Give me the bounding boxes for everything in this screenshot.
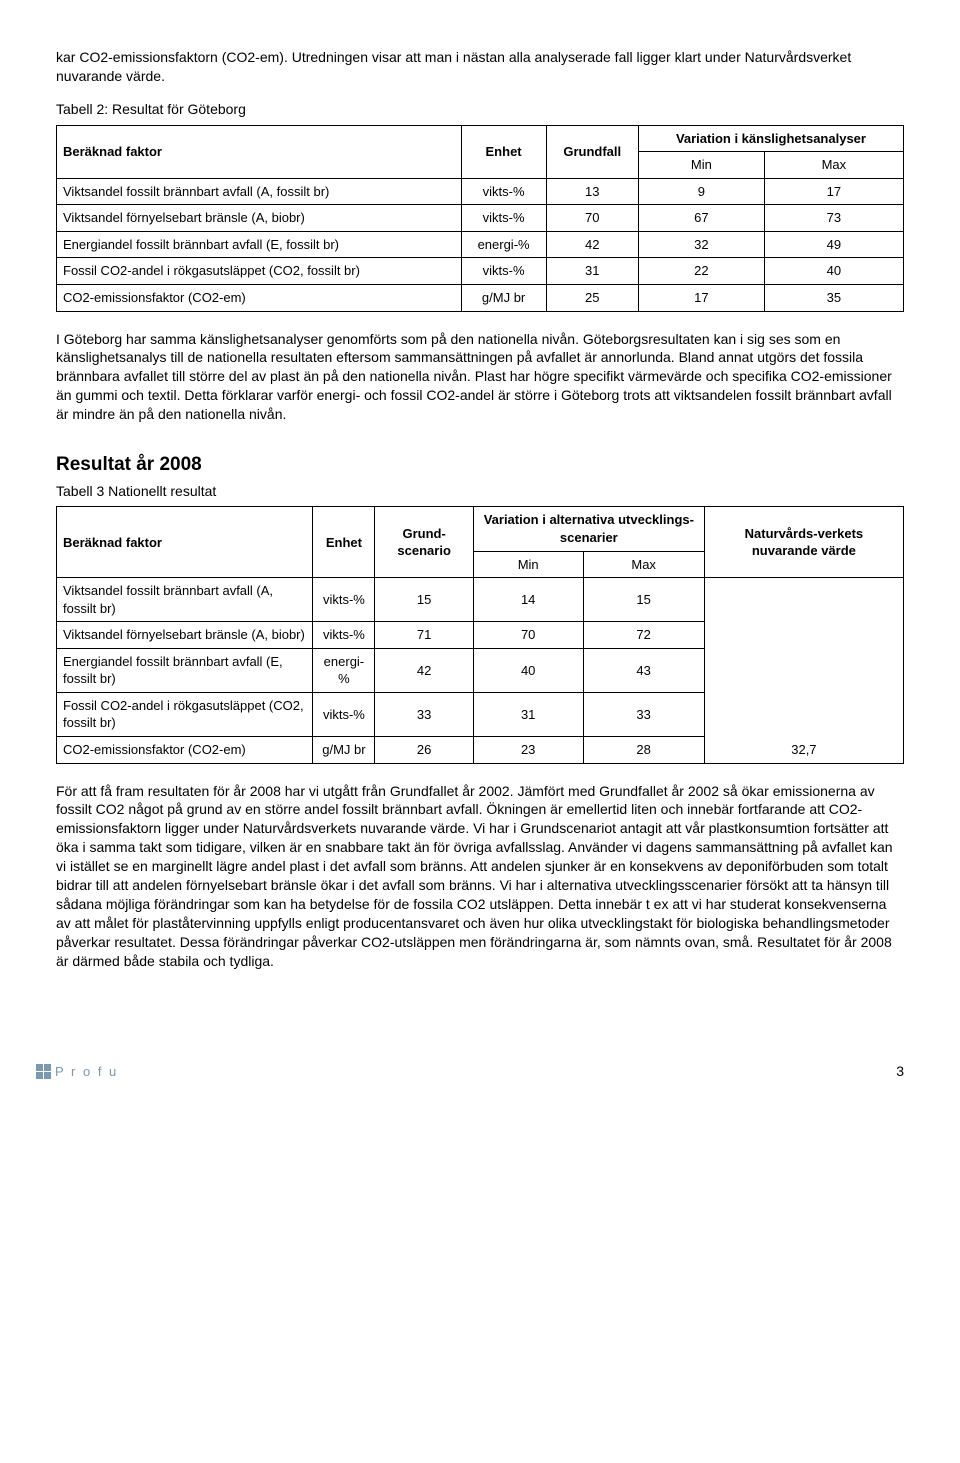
t3-r1-min: 70 bbox=[473, 622, 583, 649]
t3-r4-unit: g/MJ br bbox=[313, 736, 375, 763]
t3-h-base: Grund-scenario bbox=[375, 507, 473, 578]
table-row: Viktsandel fossilt brännbart avfall (A, … bbox=[57, 578, 904, 622]
t2-r2-max: 49 bbox=[764, 231, 903, 258]
t2-r4-label: CO2-emissionsfaktor (CO2-em) bbox=[57, 284, 462, 311]
t3-r1-base: 71 bbox=[375, 622, 473, 649]
t2-r4-base: 25 bbox=[546, 284, 638, 311]
t2-r2-unit: energi-% bbox=[461, 231, 546, 258]
t3-r4-label: CO2-emissionsfaktor (CO2-em) bbox=[57, 736, 313, 763]
page-number: 3 bbox=[896, 1062, 904, 1081]
t3-r0-max: 15 bbox=[583, 578, 704, 622]
t3-r1-unit: vikts-% bbox=[313, 622, 375, 649]
t3-r2-unit: energi-% bbox=[313, 648, 375, 692]
table2-caption: Tabell 2: Resultat för Göteborg bbox=[56, 100, 904, 119]
t2-h-variation: Variation i känslighetsanalyser bbox=[638, 125, 903, 152]
t3-r0-label: Viktsandel fossilt brännbart avfall (A, … bbox=[57, 578, 313, 622]
t3-r1-max: 72 bbox=[583, 622, 704, 649]
table-row: CO2-emissionsfaktor (CO2-em) g/MJ br 25 … bbox=[57, 284, 904, 311]
t2-r3-max: 40 bbox=[764, 258, 903, 285]
section-heading: Resultat år 2008 bbox=[56, 452, 904, 478]
t3-r3-base: 33 bbox=[375, 692, 473, 736]
t2-r0-unit: vikts-% bbox=[461, 178, 546, 205]
t3-r0-unit: vikts-% bbox=[313, 578, 375, 622]
t2-h-min: Min bbox=[638, 152, 764, 179]
t3-r2-min: 40 bbox=[473, 648, 583, 692]
t3-h-unit: Enhet bbox=[313, 507, 375, 578]
t2-h-base: Grundfall bbox=[546, 125, 638, 178]
t3-r3-min: 31 bbox=[473, 692, 583, 736]
t3-r3-label: Fossil CO2-andel i rökgasutsläppet (CO2,… bbox=[57, 692, 313, 736]
t3-h-max: Max bbox=[583, 551, 704, 578]
profu-logo: P r o f u bbox=[36, 1063, 118, 1081]
t3-r2-label: Energiandel fossilt brännbart avfall (E,… bbox=[57, 648, 313, 692]
t2-r3-label: Fossil CO2-andel i rökgasutsläppet (CO2,… bbox=[57, 258, 462, 285]
t2-r2-min: 32 bbox=[638, 231, 764, 258]
t2-r0-label: Viktsandel fossilt brännbart avfall (A, … bbox=[57, 178, 462, 205]
t3-h-factor: Beräknad faktor bbox=[57, 507, 313, 578]
intro-paragraph: kar CO2-emissionsfaktorn (CO2-em). Utred… bbox=[56, 48, 904, 86]
table3: Beräknad faktor Enhet Grund-scenario Var… bbox=[56, 506, 904, 763]
t2-r1-max: 73 bbox=[764, 205, 903, 232]
table3-caption: Tabell 3 Nationellt resultat bbox=[56, 482, 904, 501]
t3-nv: 32,7 bbox=[704, 578, 903, 763]
t2-r0-base: 13 bbox=[546, 178, 638, 205]
t2-r2-base: 42 bbox=[546, 231, 638, 258]
t2-r3-min: 22 bbox=[638, 258, 764, 285]
t2-r2-label: Energiandel fossilt brännbart avfall (E,… bbox=[57, 231, 462, 258]
t3-h-nv: Naturvårds-verkets nuvarande värde bbox=[704, 507, 903, 578]
t2-r3-base: 31 bbox=[546, 258, 638, 285]
t2-r3-unit: vikts-% bbox=[461, 258, 546, 285]
table-row: Viktsandel fossilt brännbart avfall (A, … bbox=[57, 178, 904, 205]
t3-r2-base: 42 bbox=[375, 648, 473, 692]
t3-h-min: Min bbox=[473, 551, 583, 578]
t3-r3-unit: vikts-% bbox=[313, 692, 375, 736]
t2-r1-min: 67 bbox=[638, 205, 764, 232]
t3-r4-base: 26 bbox=[375, 736, 473, 763]
t2-h-unit: Enhet bbox=[461, 125, 546, 178]
t3-r3-max: 33 bbox=[583, 692, 704, 736]
t3-r0-base: 15 bbox=[375, 578, 473, 622]
t2-r1-base: 70 bbox=[546, 205, 638, 232]
t2-h-max: Max bbox=[764, 152, 903, 179]
mid-paragraph: I Göteborg har samma känslighetsanalyser… bbox=[56, 330, 904, 424]
table-row: Viktsandel förnyelsebart bränsle (A, bio… bbox=[57, 205, 904, 232]
t2-r0-max: 17 bbox=[764, 178, 903, 205]
page-footer: P r o f u 3 bbox=[56, 1050, 904, 1080]
t2-r4-unit: g/MJ br bbox=[461, 284, 546, 311]
t3-r2-max: 43 bbox=[583, 648, 704, 692]
t2-h-factor: Beräknad faktor bbox=[57, 125, 462, 178]
table2: Beräknad faktor Enhet Grundfall Variatio… bbox=[56, 125, 904, 312]
t2-r1-unit: vikts-% bbox=[461, 205, 546, 232]
t3-r4-max: 28 bbox=[583, 736, 704, 763]
t3-r4-min: 23 bbox=[473, 736, 583, 763]
end-paragraph: För att få fram resultaten för år 2008 h… bbox=[56, 782, 904, 971]
table-row: Energiandel fossilt brännbart avfall (E,… bbox=[57, 231, 904, 258]
t3-h-variation: Variation i alternativa utvecklings-scen… bbox=[473, 507, 704, 551]
t2-r4-min: 17 bbox=[638, 284, 764, 311]
t2-r1-label: Viktsandel förnyelsebart bränsle (A, bio… bbox=[57, 205, 462, 232]
t3-r0-min: 14 bbox=[473, 578, 583, 622]
t3-r1-label: Viktsandel förnyelsebart bränsle (A, bio… bbox=[57, 622, 313, 649]
t2-r4-max: 35 bbox=[764, 284, 903, 311]
logo-icon bbox=[36, 1064, 51, 1079]
t2-r0-min: 9 bbox=[638, 178, 764, 205]
logo-text: P r o f u bbox=[55, 1063, 118, 1081]
table-row: Fossil CO2-andel i rökgasutsläppet (CO2,… bbox=[57, 258, 904, 285]
